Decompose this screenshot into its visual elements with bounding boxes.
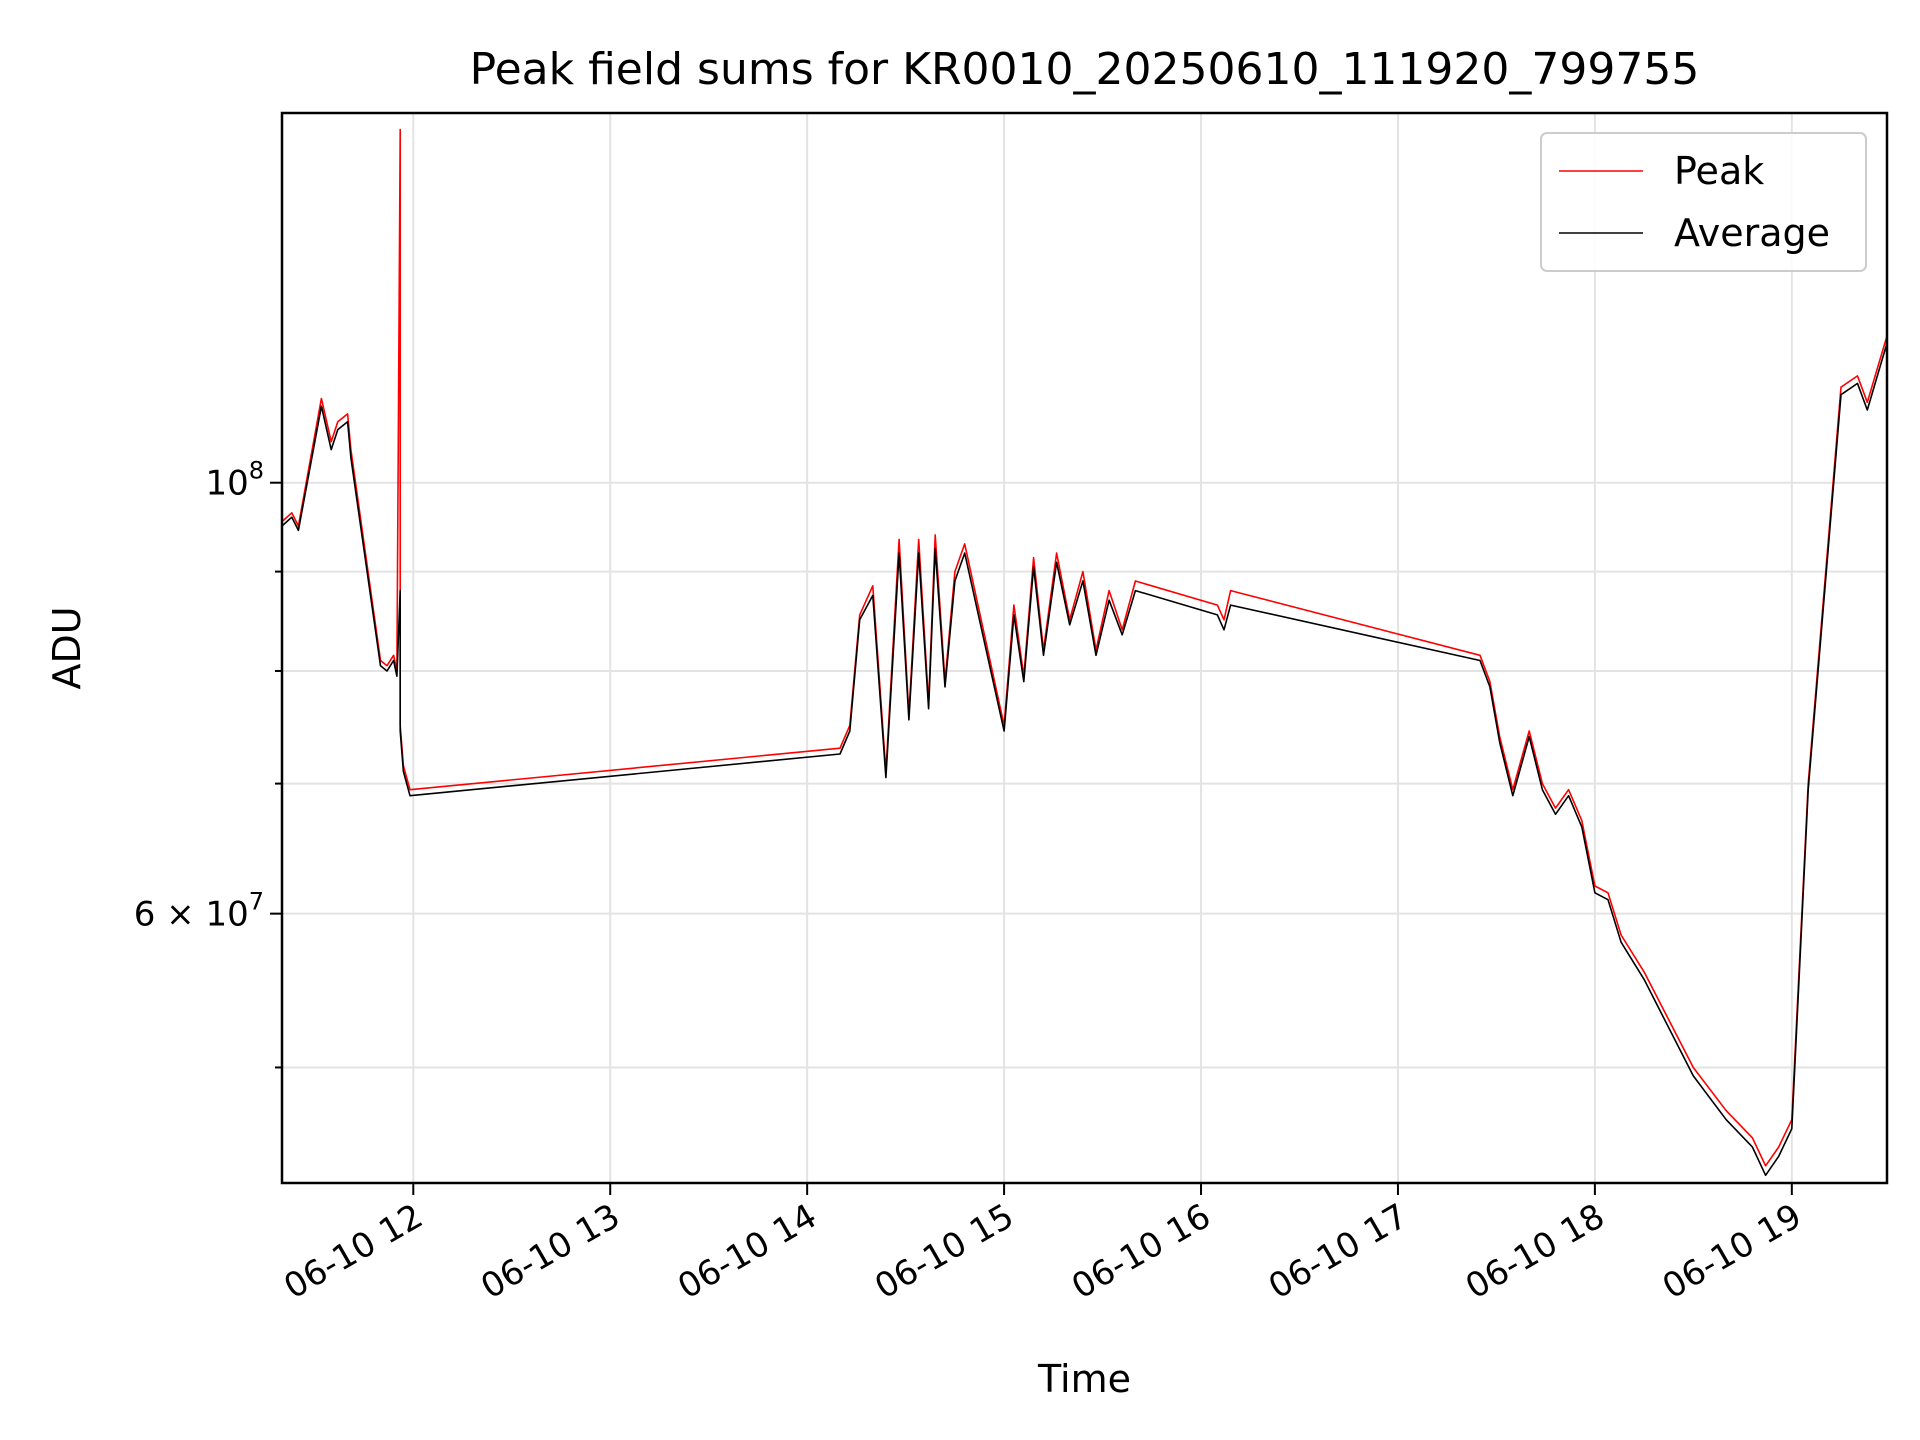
y-tick-label: 108 xyxy=(205,457,264,504)
legend-box xyxy=(1540,132,1867,272)
plot-frame xyxy=(280,111,1889,1185)
series-line-average xyxy=(282,342,1887,1177)
y-tick-label-exponent: 8 xyxy=(249,457,264,485)
y-axis-label: ADU xyxy=(45,606,89,689)
y-tick-label-base: 6 × 10 xyxy=(134,895,249,935)
legend-entry: Peak xyxy=(1674,149,1764,193)
y-tick-label-exponent: 7 xyxy=(249,888,264,916)
y-tick-label: 6 × 107 xyxy=(134,888,264,935)
legend: Peak Average xyxy=(1540,132,1867,272)
grid xyxy=(282,113,1887,1183)
plot-series xyxy=(282,128,1887,1177)
chart-title: Peak field sums for KR0010_20250610_1119… xyxy=(470,44,1700,95)
legend-entry: Average xyxy=(1674,211,1830,255)
series-line-peak xyxy=(282,128,1887,1167)
y-axis: 108 6 × 107 xyxy=(134,457,282,1069)
x-axis-label: Time xyxy=(1037,1357,1131,1401)
y-tick-label-base: 10 xyxy=(205,464,248,504)
